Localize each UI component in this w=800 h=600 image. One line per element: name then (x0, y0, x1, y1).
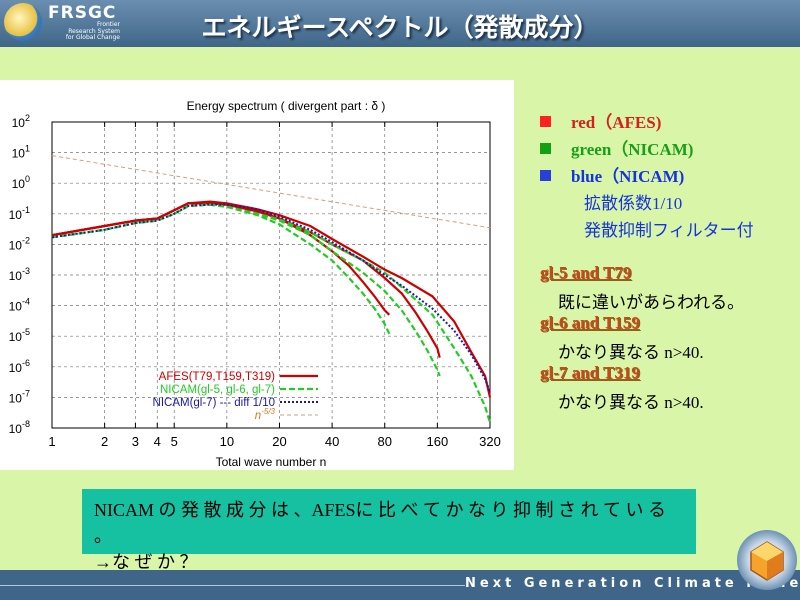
y-tick-label: 10-2 (9, 235, 30, 252)
y-tick-label: 100 (12, 174, 30, 191)
blue-square-icon (540, 170, 551, 181)
x-tick-label: 40 (325, 434, 339, 449)
note-heading: gl-6 and T159 (540, 313, 640, 332)
logo-subtitle-line: Frontier (96, 21, 120, 28)
x-tick-label: 20 (272, 434, 286, 449)
comparison-notes: gl-5 and T79 既に違いがあらわれる。 gl-6 and T159 か… (540, 263, 744, 413)
x-tick-label: 5 (171, 434, 178, 449)
note-text: 既に違いがあらわれる。 (558, 293, 745, 312)
y-tick-label: 10-7 (9, 388, 30, 405)
x-tick-label: 320 (479, 434, 501, 449)
chart-title: Energy spectrum ( divergent part : δ ) (187, 99, 386, 113)
note-text: かなり異なる n>40. (558, 343, 704, 362)
slide-title: エネルギースペクトル（発散成分） (201, 13, 599, 42)
plot-frame (51, 121, 491, 429)
series-line (51, 202, 441, 358)
logo-subtitle: Frontier Research System for Global Chan… (60, 21, 120, 42)
green-square-icon (540, 143, 551, 154)
x-tick-label: 3 (132, 434, 139, 449)
x-tick-label: 80 (378, 434, 392, 449)
legend-label: n-5/3 (255, 407, 276, 422)
footer-text: Next Generation Climate Model (465, 576, 800, 591)
logo-subtitle-line: Research System (68, 27, 120, 35)
blue-note: 拡散係数1/10 (584, 194, 683, 213)
x-tick-label: 2 (101, 434, 108, 449)
legend-item-red: red（AFES) (540, 108, 754, 135)
conclusion-line: →な ぜ か ？ (94, 552, 198, 572)
color-legend: red（AFES) green（NICAM) blue（NICAM) 拡散係数1… (540, 108, 754, 243)
note-heading: gl-7 and T319 (540, 363, 640, 382)
globe-icon (4, 3, 42, 41)
series-line (51, 200, 492, 398)
y-tick-label: 10-8 (9, 419, 30, 436)
red-square-icon (540, 116, 551, 127)
conclusion-line: NICAM の 発 散 成 分 は 、AFESに 比 べ て か な り 抑 制… (94, 500, 667, 546)
series-line (51, 202, 391, 316)
note-heading: gl-5 and T79 (540, 263, 632, 282)
x-tick-label: 10 (220, 434, 234, 449)
blue-note: 発散抑制フィルター付 (584, 221, 754, 240)
logo-title: FRSGC (48, 3, 117, 23)
chart-panel: 1 2 3 4 5 10 20 40 80 160 320 102 101 100 10-1 10-2 10-3… (0, 80, 514, 470)
legend-item-green: green（NICAM) (540, 135, 754, 162)
legend-label: AFES(T79,T159,T319) (159, 371, 275, 383)
y-tick-label: 101 (12, 144, 30, 161)
series-line (51, 203, 391, 335)
legend-item-label: green（NICAM) (571, 140, 694, 159)
legend-item-blue: blue（NICAM) (540, 162, 754, 189)
y-tick-label: 10-3 (9, 266, 30, 283)
energy-spectrum-chart: 1 2 3 4 5 10 20 40 80 160 320 102 101 100 10-1 10-2 10-3… (9, 99, 501, 469)
legend-item-label: red（AFES) (571, 113, 662, 132)
series-line (51, 203, 491, 393)
y-tick-label: 102 (12, 113, 30, 130)
x-tick-label: 160 (427, 434, 449, 449)
conclusion-box: NICAM の 発 散 成 分 は 、AFESに 比 べ て か な り 抑 制… (82, 489, 696, 572)
emblem-icon (737, 530, 797, 590)
y-tick-label: 10-4 (9, 297, 30, 314)
note-text: かなり異なる n>40. (558, 393, 704, 412)
logo-subtitle-line: for Global Change (65, 34, 120, 41)
y-tick-label: 10-5 (9, 327, 30, 344)
y-tick-label: 10-1 (9, 205, 30, 222)
x-axis-label: Total wave number n (216, 455, 327, 469)
series-line (51, 155, 491, 229)
x-tick-label: 1 (48, 434, 55, 449)
frsgc-logo: FRSGC Frontier Research System for Globa… (4, 3, 120, 43)
legend-label: NICAM(gl-7) --- diff 1/10 (153, 397, 275, 409)
legend-label: NICAM(gl-5, gl-6, gl-7) (160, 384, 275, 396)
series-line (51, 203, 441, 377)
footer-divider (0, 585, 465, 586)
y-tick-label: 10-6 (9, 358, 30, 375)
header-bar (0, 0, 800, 47)
x-tick-label: 4 (154, 434, 161, 449)
legend-item-label: blue（NICAM) (571, 167, 685, 186)
